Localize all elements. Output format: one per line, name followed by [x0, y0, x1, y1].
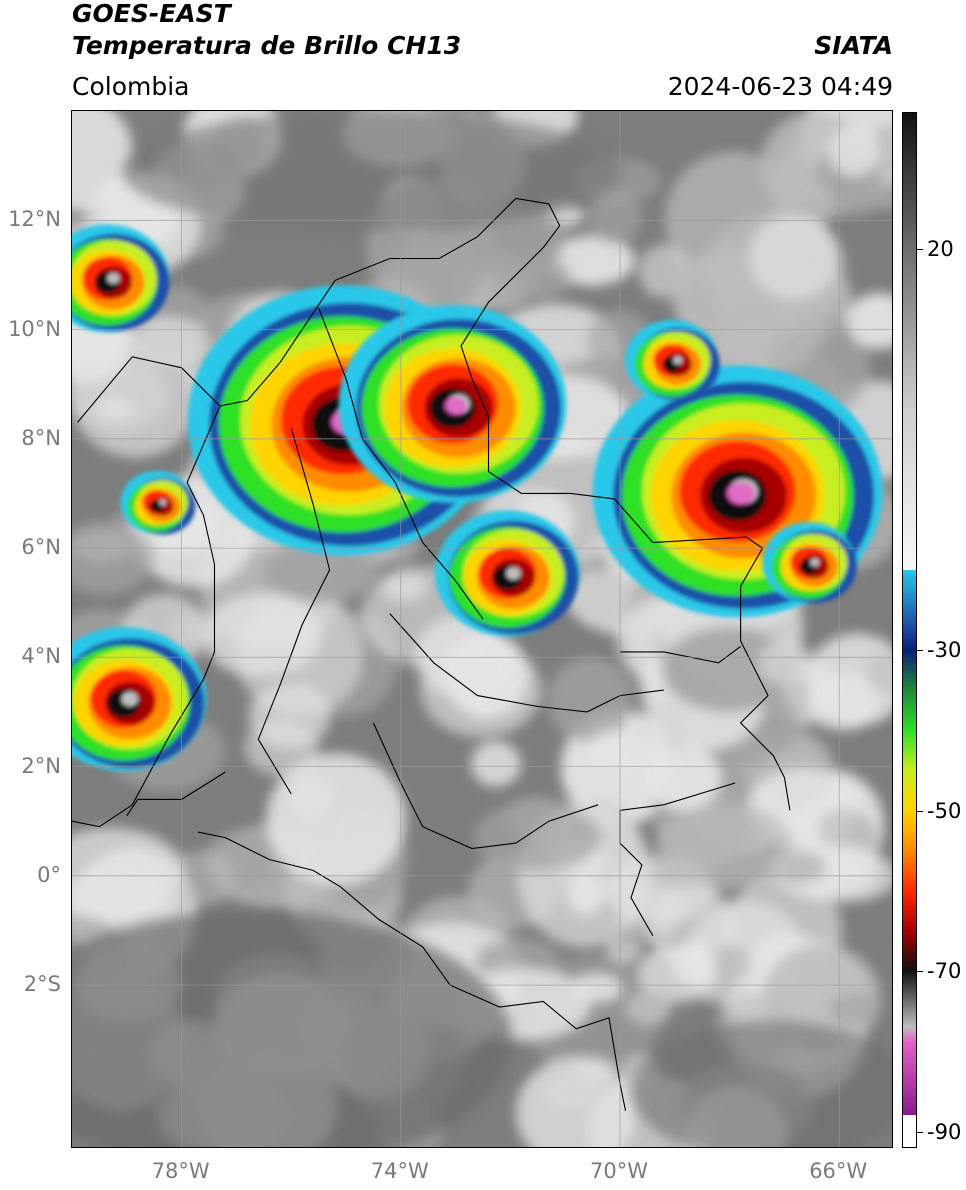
- title-product: Temperatura de Brillo CH13: [72, 31, 462, 60]
- cloud-patch: [548, 235, 635, 286]
- cloud-patch: [624, 990, 672, 1026]
- cloud-patch: [566, 875, 605, 916]
- cloud-patch: [828, 125, 880, 177]
- lat-tick-label: 10°N: [8, 316, 61, 341]
- storm-cell: [625, 319, 720, 401]
- border-line: [318, 307, 484, 620]
- lon-tick-label: 66°W: [809, 1159, 868, 1183]
- cloud-patch: [605, 937, 642, 965]
- lat-tick-label: 8°N: [21, 425, 61, 450]
- storm-cell: [434, 510, 580, 637]
- lon-tick-label: 78°W: [151, 1159, 210, 1183]
- lat-tick-label: 6°N: [21, 535, 61, 560]
- clear-region: [122, 111, 622, 231]
- cloud-patch: [865, 652, 892, 694]
- storm-cell: [338, 305, 567, 504]
- colorbar-tick: [917, 810, 923, 812]
- lat-tick-label: 2°S: [23, 972, 61, 997]
- country-borders: [72, 197, 791, 1111]
- region-label: Colombia: [72, 72, 190, 101]
- cloud-patch: [827, 992, 884, 1025]
- storm-core: [444, 397, 467, 415]
- border-line: [197, 831, 627, 1111]
- cloud-patch: [414, 615, 508, 698]
- title-satellite: GOES-EAST: [72, 0, 231, 28]
- cloud-patch: [643, 745, 722, 812]
- colorbar-tick: [917, 971, 923, 973]
- border-line: [126, 771, 226, 817]
- colorbar-tick-label: -90: [927, 1119, 962, 1144]
- lat-tick-label: 0°: [37, 862, 61, 887]
- cloud-patch: [203, 592, 322, 679]
- temperature-colorbar: [902, 112, 917, 1148]
- storm-ring: [121, 691, 139, 707]
- cloud-patch: [166, 850, 238, 906]
- colorbar-tick-label: -50: [927, 798, 962, 823]
- cloud-patch: [709, 945, 752, 981]
- cloud-patch: [72, 520, 155, 596]
- storm-ring: [506, 567, 521, 580]
- timestamp-label: 2024-06-23 04:49: [667, 72, 893, 101]
- cloud-patch: [748, 215, 840, 300]
- lat-tick-label: 4°N: [21, 644, 61, 669]
- border-line: [257, 427, 331, 795]
- colorbar-tick-label: -70: [927, 959, 962, 984]
- cloud-patch: [473, 802, 601, 872]
- cloud-patch: [807, 671, 879, 731]
- cloud-patch: [785, 859, 822, 879]
- cloud-patch: [759, 638, 813, 686]
- storm-ring: [810, 558, 820, 567]
- cloud-patch: [570, 973, 623, 1003]
- cloud-patch: [587, 189, 643, 245]
- cloud-patch: [847, 292, 892, 349]
- lat-tick-label: 12°N: [8, 207, 61, 232]
- colorbar-tick-label: 20: [927, 236, 954, 261]
- storm-core: [726, 482, 755, 505]
- storm-cell: [120, 470, 196, 535]
- lon-tick-label: 70°W: [590, 1159, 648, 1183]
- colorbar-tick-label: -30: [927, 638, 962, 663]
- colorbar-tick: [917, 650, 923, 652]
- storm-ring: [673, 356, 683, 365]
- cloud-patch: [132, 316, 209, 366]
- lat-tick-label: 2°N: [21, 753, 61, 778]
- lon-tick-label: 74°W: [370, 1159, 429, 1183]
- storm-cell: [72, 224, 170, 333]
- storm-ring: [107, 272, 120, 284]
- storm-cell: [72, 627, 207, 771]
- cloud-patch: [264, 544, 378, 603]
- cloud-patch: [655, 803, 794, 889]
- cloud-patch: [72, 827, 184, 918]
- brand-label: SIATA: [814, 31, 893, 60]
- cloud-patch: [661, 626, 796, 713]
- colorbar-tick: [917, 1131, 923, 1133]
- border-line: [72, 482, 216, 828]
- cloud-patch: [380, 570, 428, 602]
- cloud-patch: [671, 941, 716, 986]
- storm-ring: [159, 499, 167, 506]
- satellite-map: [71, 110, 893, 1148]
- cloud-patch: [547, 657, 633, 743]
- cloud-patch: [266, 753, 407, 886]
- cloud-patch: [585, 728, 667, 772]
- cloud-patch: [817, 808, 870, 849]
- border-line: [77, 356, 221, 423]
- cloud-patch: [470, 741, 521, 787]
- clear-region: [632, 1021, 892, 1147]
- cloud-patch: [95, 397, 135, 420]
- graticule: [72, 111, 892, 1147]
- colorbar-tick: [917, 248, 923, 250]
- border-line: [186, 197, 791, 811]
- cloud-patch: [248, 682, 331, 749]
